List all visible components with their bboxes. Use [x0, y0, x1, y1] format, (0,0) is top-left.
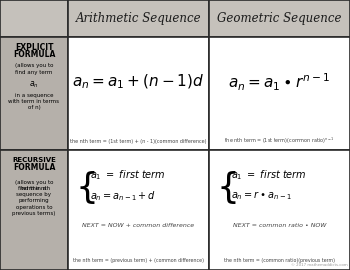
Text: the nth term = (common ratio)(previous term): the nth term = (common ratio)(previous t…: [224, 258, 335, 263]
Text: (allows you to
find any term: (allows you to find any term: [15, 63, 53, 75]
Text: $a_n$: $a_n$: [29, 80, 39, 90]
Bar: [0, 150, 68, 270]
Text: © 2017 mathemaddicts.com: © 2017 mathemaddicts.com: [291, 263, 348, 267]
Text: Arithmetic Sequence: Arithmetic Sequence: [76, 12, 201, 25]
Text: NEXT = common ratio • NOW: NEXT = common ratio • NOW: [233, 222, 326, 228]
Text: $\{$: $\{$: [75, 169, 96, 206]
Text: term in a
sequence by
performing
operations to
previous terms): term in a sequence by performing operati…: [12, 186, 56, 216]
Text: in a sequence
with term in terms
of n): in a sequence with term in terms of n): [8, 93, 60, 110]
Text: the nth term = (1st term) + (n - 1)(common difference): the nth term = (1st term) + (n - 1)(comm…: [70, 139, 207, 144]
Text: RECURSIVE: RECURSIVE: [12, 157, 56, 163]
Text: $\{$: $\{$: [216, 169, 237, 206]
Text: $a_n = a_1 + (n-1)d$: $a_n = a_1 + (n-1)d$: [72, 73, 205, 91]
Bar: [68, 37, 209, 150]
Bar: [0, 0, 68, 37]
Bar: [68, 150, 209, 270]
Bar: [209, 0, 350, 37]
Bar: [209, 37, 350, 150]
Bar: [209, 150, 350, 270]
Text: Geometric Sequence: Geometric Sequence: [217, 12, 342, 25]
Text: NEXT = NOW + common difference: NEXT = NOW + common difference: [83, 222, 195, 228]
Text: FORMULA: FORMULA: [13, 50, 55, 59]
Text: $a_1\ =\ $$\mathit{first\ term}$: $a_1\ =\ $$\mathit{first\ term}$: [231, 168, 307, 182]
Bar: [68, 0, 209, 37]
Text: $a_n = a_{n-1} + d$: $a_n = a_{n-1} + d$: [90, 189, 156, 202]
Text: the nth term = (1st term)(common ratio)$^{n-1}$: the nth term = (1st term)(common ratio)$…: [224, 136, 335, 146]
Text: the nth term = (previous term) + (common difference): the nth term = (previous term) + (common…: [73, 258, 204, 263]
Text: $a_n = r \bullet a_{n-1}$: $a_n = r \bullet a_{n-1}$: [231, 189, 292, 202]
Text: $a_1\ =\ $$\mathit{first\ term}$: $a_1\ =\ $$\mathit{first\ term}$: [90, 168, 166, 182]
Text: FORMULA: FORMULA: [13, 163, 55, 172]
Text: (allows you to
find the nth: (allows you to find the nth: [15, 180, 53, 191]
Bar: [0, 37, 68, 150]
Text: EXPLICIT: EXPLICIT: [15, 43, 53, 52]
Text: $a_n = a_1 \bullet r^{n-1}$: $a_n = a_1 \bullet r^{n-1}$: [229, 71, 330, 93]
